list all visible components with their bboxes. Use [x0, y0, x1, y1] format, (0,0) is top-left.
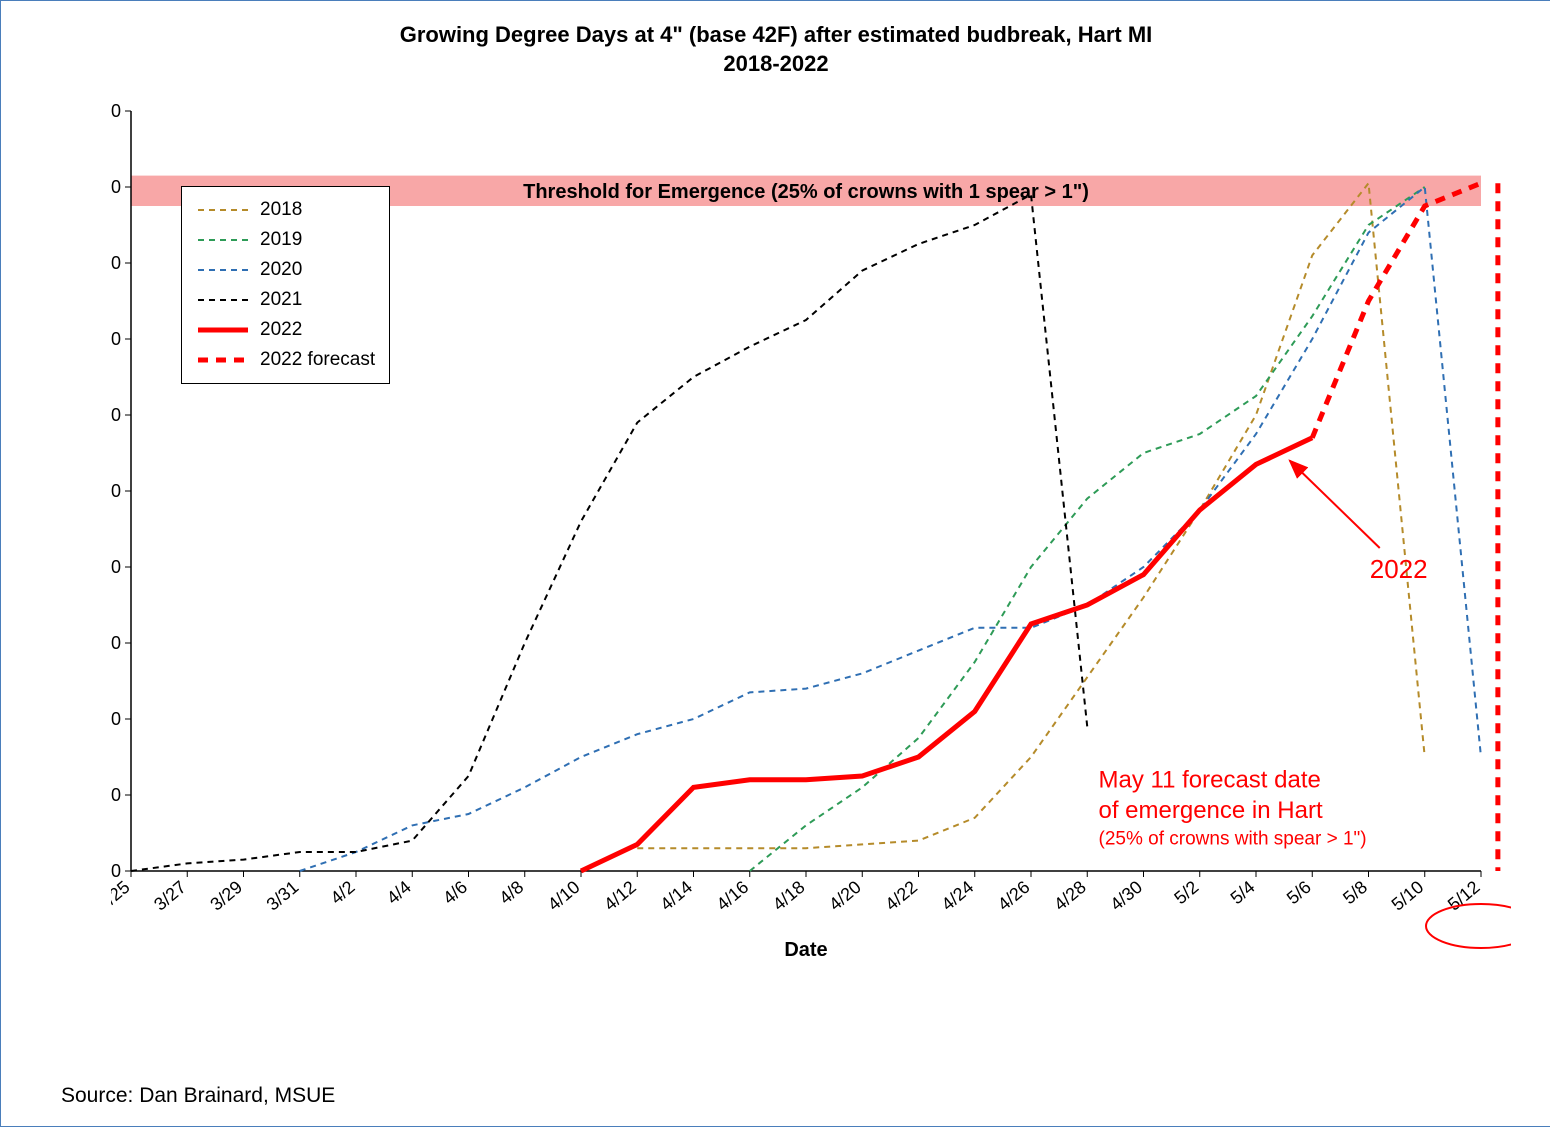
legend-label: 2022 forecast	[260, 349, 375, 371]
legend-row-2020: 2020	[196, 255, 375, 285]
legend-label: 2018	[260, 199, 302, 221]
x-tick-label: 4/2	[327, 877, 359, 908]
annotation-arrow	[1290, 461, 1380, 548]
x-tick-label: 4/14	[656, 877, 696, 915]
x-tick-label: 5/4	[1227, 877, 1259, 908]
forecast-note-l3: (25% of crowns with spear > 1")	[1099, 828, 1367, 849]
x-tick-label: 5/8	[1339, 877, 1371, 908]
legend-swatch	[196, 230, 250, 250]
x-axis-label: Date	[784, 939, 827, 961]
x-tick-label: 4/10	[544, 877, 584, 915]
x-tick-label: 4/22	[881, 877, 921, 915]
x-tick-label: 4/28	[1050, 877, 1090, 915]
x-tick-label: 3/29	[206, 877, 246, 915]
x-tick-label: 4/6	[439, 877, 471, 908]
forecast-note-l1: May 11 forecast date	[1099, 766, 1321, 793]
legend-row-2019: 2019	[196, 225, 375, 255]
title-line1: Growing Degree Days at 4" (base 42F) aft…	[400, 22, 1153, 47]
legend-swatch	[196, 200, 250, 220]
y-tick-label: 60	[111, 633, 121, 653]
y-tick-label: 200	[111, 101, 121, 121]
legend-label: 2020	[260, 259, 302, 281]
legend-label: 2019	[260, 229, 302, 251]
x-tick-label: 3/25	[111, 877, 134, 915]
x-tick-label: 3/27	[150, 877, 190, 915]
series-2018	[637, 183, 1425, 848]
legend-row-2022 forecast: 2022 forecast	[196, 345, 375, 375]
legend-label: 2021	[260, 289, 302, 311]
x-tick-label: 5/12	[1444, 877, 1484, 915]
legend-row-2022: 2022	[196, 315, 375, 345]
legend-swatch	[196, 350, 250, 370]
source-text: Source: Dan Brainard, MSUE	[61, 1084, 335, 1108]
annotation-2022: 2022	[1370, 554, 1428, 584]
legend: 2018 2019 2020 2021 2022 2022 forecast	[181, 186, 390, 384]
x-tick-label: 4/4	[383, 877, 415, 908]
y-tick-label: 80	[111, 557, 121, 577]
y-tick-label: 140	[111, 329, 121, 349]
threshold-label: Threshold for Emergence (25% of crowns w…	[523, 181, 1089, 203]
legend-swatch	[196, 290, 250, 310]
legend-label: 2022	[260, 319, 302, 341]
forecast-date-circle	[1426, 904, 1511, 948]
y-tick-label: 180	[111, 177, 121, 197]
x-tick-label: 5/6	[1283, 877, 1315, 908]
y-tick-label: 40	[111, 709, 121, 729]
x-tick-label: 4/12	[600, 877, 640, 915]
x-tick-label: 5/10	[1388, 877, 1428, 915]
legend-swatch	[196, 320, 250, 340]
x-tick-label: 4/24	[938, 877, 978, 915]
y-tick-label: 100	[111, 481, 121, 501]
x-tick-label: 4/18	[769, 877, 809, 915]
series-2019	[750, 187, 1425, 871]
legend-row-2021: 2021	[196, 285, 375, 315]
x-tick-label: 4/26	[994, 877, 1034, 915]
x-tick-label: 4/30	[1106, 877, 1146, 915]
y-tick-label: 120	[111, 405, 121, 425]
y-tick-label: 160	[111, 253, 121, 273]
x-tick-label: 4/8	[495, 877, 527, 908]
x-tick-label: 4/20	[825, 877, 865, 915]
chart-title: Growing Degree Days at 4" (base 42F) aft…	[1, 1, 1550, 78]
x-tick-label: 3/31	[263, 877, 303, 915]
x-tick-label: 4/16	[713, 877, 753, 915]
chart-container: Growing Degree Days at 4" (base 42F) aft…	[0, 0, 1550, 1127]
title-line2: 2018-2022	[723, 51, 828, 76]
legend-swatch	[196, 260, 250, 280]
x-tick-label: 5/2	[1170, 877, 1202, 908]
legend-row-2018: 2018	[196, 195, 375, 225]
forecast-note-l2: of emergence in Hart	[1099, 797, 1323, 824]
y-tick-label: 20	[111, 785, 121, 805]
